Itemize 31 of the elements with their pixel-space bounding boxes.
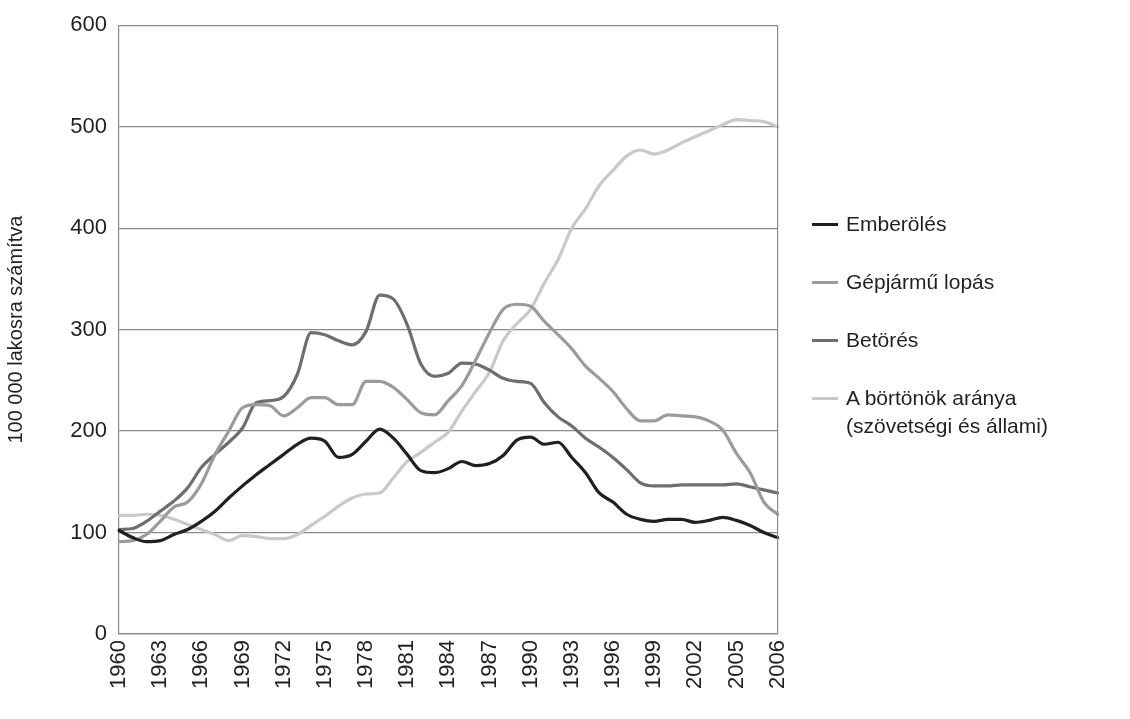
x-tick-label: 2005 bbox=[722, 640, 748, 689]
x-tick-label: 1981 bbox=[393, 640, 419, 689]
x-tick-label: 1966 bbox=[187, 640, 213, 689]
x-tick-label: 1993 bbox=[557, 640, 583, 689]
y-tick-label: 0 bbox=[94, 620, 107, 646]
x-tick-label: 2002 bbox=[681, 640, 707, 689]
line-series bbox=[117, 427, 780, 544]
legend-label: Emberölés bbox=[846, 211, 948, 237]
legend-label: Gépjármű lopás bbox=[846, 269, 996, 295]
x-tick-label: 1972 bbox=[269, 640, 295, 689]
x-tick-label: 1960 bbox=[105, 640, 131, 689]
x-tick-label: 1987 bbox=[475, 640, 501, 689]
y-tick-label: 200 bbox=[70, 417, 107, 443]
x-tick-label: 1984 bbox=[434, 640, 460, 689]
x-tick-label: 1969 bbox=[228, 640, 254, 689]
y-tick-label: 300 bbox=[70, 315, 107, 341]
y-axis-title: 100 000 lakosra számítva bbox=[3, 214, 26, 444]
legend-label: Betörés bbox=[846, 327, 920, 353]
x-tick-label: 1978 bbox=[352, 640, 378, 689]
line-series bbox=[117, 117, 780, 543]
y-tick-label: 500 bbox=[70, 112, 107, 138]
y-tick-label: 600 bbox=[70, 11, 107, 37]
x-tick-label: 1990 bbox=[516, 640, 542, 689]
x-tick-label: 1975 bbox=[310, 640, 336, 689]
y-tick-label: 100 bbox=[70, 518, 107, 544]
x-tick-label: 1999 bbox=[640, 640, 666, 689]
y-tick-label: 400 bbox=[70, 214, 107, 240]
x-tick-label: 1963 bbox=[146, 640, 172, 689]
x-tick-label: 1996 bbox=[599, 640, 625, 689]
legend-label: A börtönök aránya (szövetségi és állami) bbox=[846, 385, 1049, 439]
x-tick-label: 2006 bbox=[763, 640, 789, 689]
